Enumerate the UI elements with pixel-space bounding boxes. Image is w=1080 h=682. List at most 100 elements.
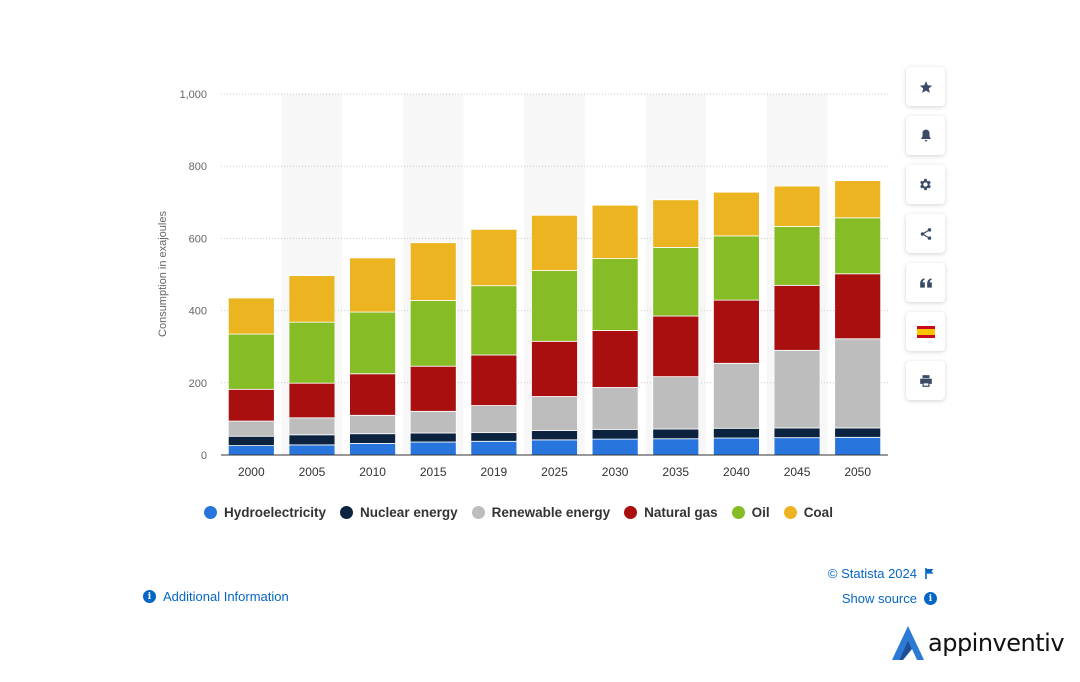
y-tick-label: 400 (189, 306, 207, 318)
bar-segment-oil[interactable] (470, 285, 518, 356)
legend-item-nuclear-energy[interactable]: Nuclear energy (340, 505, 458, 520)
bar-segment-natural-gas[interactable] (652, 315, 700, 378)
bar-segment-hydroelectricity[interactable] (713, 437, 760, 456)
bar-segment-natural-gas[interactable] (591, 330, 639, 388)
bar-segment-renewable-energy[interactable] (288, 417, 336, 436)
bar-segment-nuclear-energy[interactable] (349, 433, 396, 444)
bar-segment-hydroelectricity[interactable] (349, 443, 396, 456)
spain-flag-icon (916, 325, 935, 338)
bar-segment-renewable-energy[interactable] (713, 362, 760, 429)
bar-segment-natural-gas[interactable] (227, 388, 275, 422)
legend-item-hydroelectricity[interactable]: Hydroelectricity (204, 505, 326, 520)
bar-segment-renewable-energy[interactable] (652, 376, 700, 430)
bar-segment-hydroelectricity[interactable] (531, 439, 578, 456)
legend-label: Renewable energy (491, 505, 611, 520)
bar-segment-oil[interactable] (713, 235, 760, 301)
legend-label: Natural gas (644, 505, 718, 520)
bar-segment-nuclear-energy[interactable] (288, 434, 336, 446)
x-tick-label: 2005 (299, 465, 326, 479)
bar-segment-nuclear-energy[interactable] (773, 427, 821, 439)
print-icon (919, 374, 932, 387)
info-icon: i (143, 590, 156, 603)
bar-segment-hydroelectricity[interactable] (773, 437, 821, 456)
bar-segment-nuclear-energy[interactable] (713, 427, 760, 439)
bar-segment-oil[interactable] (288, 321, 336, 384)
legend-swatch (783, 506, 797, 519)
bar-segment-hydroelectricity[interactable] (227, 445, 275, 456)
bar-segment-natural-gas[interactable] (288, 382, 336, 419)
bar-segment-renewable-energy[interactable] (227, 420, 275, 437)
bar-segment-hydroelectricity[interactable] (288, 444, 336, 456)
bar-segment-oil[interactable] (652, 247, 700, 317)
bar-segment-nuclear-energy[interactable] (652, 428, 700, 440)
appinventiv-logo-text: appinventiv (928, 629, 1065, 657)
additional-information-link[interactable]: i Additional Information (143, 589, 289, 604)
bar-segment-nuclear-energy[interactable] (834, 427, 882, 438)
language-button[interactable] (906, 312, 945, 351)
bar-segment-coal[interactable] (470, 228, 518, 287)
cite-button[interactable] (906, 263, 945, 302)
bar-segment-nuclear-energy[interactable] (591, 428, 639, 440)
quote-icon (919, 277, 932, 288)
bar-segment-nuclear-energy[interactable] (531, 430, 578, 441)
bar-segment-coal[interactable] (227, 297, 275, 335)
bar-segment-renewable-energy[interactable] (773, 349, 821, 429)
legend-item-natural-gas[interactable]: Natural gas (624, 505, 718, 520)
bar-segment-natural-gas[interactable] (713, 299, 760, 364)
bar-segment-oil[interactable] (409, 300, 457, 367)
bar-segment-coal[interactable] (834, 180, 882, 219)
bar-segment-coal[interactable] (773, 185, 821, 227)
bar-segment-oil[interactable] (349, 311, 396, 375)
bar-segment-coal[interactable] (409, 242, 457, 301)
notification-button[interactable] (906, 116, 945, 155)
bar-segment-nuclear-energy[interactable] (227, 435, 275, 447)
bar-segment-coal[interactable] (531, 214, 578, 271)
bar-segment-renewable-energy[interactable] (834, 338, 882, 429)
bar-segment-natural-gas[interactable] (470, 354, 518, 406)
bar-segment-coal[interactable] (652, 199, 700, 248)
bar-segment-nuclear-energy[interactable] (409, 432, 457, 443)
bar-segment-oil[interactable] (773, 226, 821, 286)
bar-segment-hydroelectricity[interactable] (591, 438, 639, 456)
legend-item-renewable-energy[interactable]: Renewable energy (471, 505, 611, 520)
bar-segment-renewable-energy[interactable] (409, 410, 457, 434)
share-button[interactable] (906, 214, 945, 253)
legend-label: Coal (803, 505, 833, 520)
bar-segment-renewable-energy[interactable] (591, 387, 639, 430)
bar-segment-hydroelectricity[interactable] (470, 440, 518, 456)
bar-segment-nuclear-energy[interactable] (470, 432, 518, 442)
bar-segment-renewable-energy[interactable] (349, 414, 396, 435)
appinventiv-logo: appinventiv (890, 624, 1065, 662)
settings-button[interactable] (906, 165, 945, 204)
bar-segment-oil[interactable] (531, 270, 578, 342)
flag-icon (925, 568, 934, 579)
bar-segment-natural-gas[interactable] (349, 373, 396, 416)
legend-label: Nuclear energy (360, 505, 458, 520)
bar-segment-natural-gas[interactable] (773, 284, 821, 351)
bar-segment-oil[interactable] (227, 333, 275, 390)
star-button[interactable] (906, 67, 945, 106)
statista-credit[interactable]: © Statista 2024 (828, 566, 935, 581)
show-source-link[interactable]: Show source i (842, 591, 937, 606)
bar-segment-renewable-energy[interactable] (470, 405, 518, 434)
bar-segment-hydroelectricity[interactable] (652, 438, 700, 456)
bar-segment-hydroelectricity[interactable] (834, 436, 882, 456)
bar-segment-coal[interactable] (713, 191, 760, 237)
bar-segment-oil[interactable] (834, 217, 882, 275)
bar-segment-oil[interactable] (591, 258, 639, 331)
bar-segment-coal[interactable] (288, 275, 336, 323)
bar-segment-renewable-energy[interactable] (531, 396, 578, 431)
bar-segment-natural-gas[interactable] (834, 273, 882, 340)
print-button[interactable] (906, 361, 945, 400)
bar-segment-natural-gas[interactable] (409, 365, 457, 412)
bar-segment-coal[interactable] (349, 257, 396, 313)
x-tick-label: 2040 (723, 465, 750, 479)
bar-segment-coal[interactable] (591, 204, 639, 260)
legend-item-oil[interactable]: Oil (731, 505, 770, 520)
legend-swatch (204, 506, 217, 519)
bar-segment-natural-gas[interactable] (531, 340, 578, 397)
chart-legend: Hydroelectricity Nuclear energy Renewable … (204, 505, 833, 520)
legend-item-coal[interactable]: Coal (783, 505, 833, 520)
x-tick-label: 2010 (359, 465, 386, 479)
bar-segment-hydroelectricity[interactable] (409, 441, 457, 456)
